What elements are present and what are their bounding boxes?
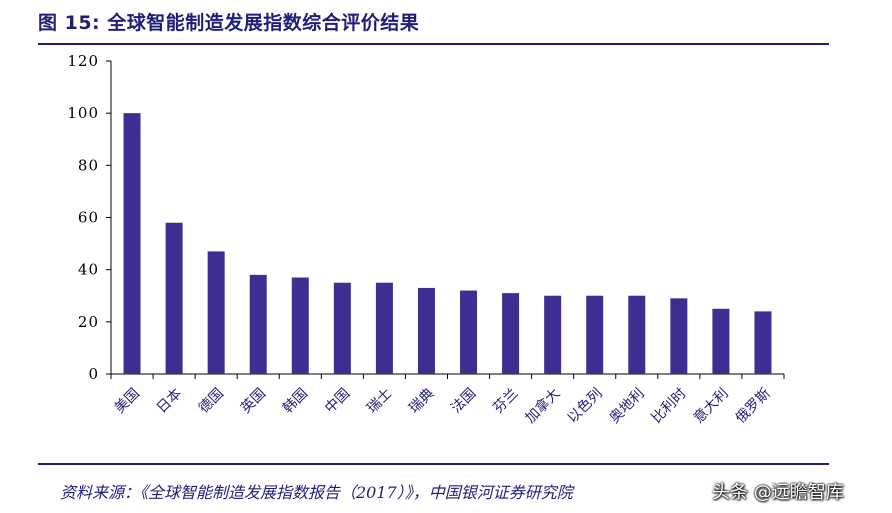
- x-tick-label: 德国: [196, 386, 227, 417]
- bar-5: [333, 282, 351, 374]
- bar-10: [544, 295, 562, 374]
- x-tick-label: 日本: [154, 386, 185, 417]
- bar-2: [207, 251, 225, 374]
- bar-1: [165, 222, 183, 374]
- watermark: 头条 @远瞻智库: [712, 482, 844, 503]
- x-tick-label: 瑞典: [406, 386, 437, 417]
- bar-3: [249, 274, 267, 374]
- bar-8: [460, 290, 478, 374]
- source-note: 资料来源：《全球智能制造发展指数报告（2017）》，中国银河证券研究院: [60, 483, 573, 502]
- bar-6: [375, 282, 393, 374]
- bar-11: [586, 295, 604, 374]
- bar-14: [712, 308, 730, 374]
- x-tick-label: 中国: [322, 386, 353, 417]
- source-divider: [38, 463, 829, 465]
- bar-15: [754, 311, 772, 374]
- x-tick-label: 以色列: [564, 385, 606, 427]
- bar-7: [417, 287, 435, 374]
- x-tick-label: 芬兰: [490, 386, 521, 417]
- x-tick-label: 韩国: [280, 386, 311, 417]
- y-tick-label: 100: [67, 104, 99, 122]
- y-tick-label: 0: [88, 365, 99, 383]
- title-divider: [38, 43, 829, 45]
- x-tick-label: 意大利: [690, 385, 732, 427]
- bar-4: [291, 277, 309, 374]
- x-tick-label: 加拿大: [522, 385, 564, 427]
- figure-title: 图 15: 全球智能制造发展指数综合评价结果: [38, 12, 420, 34]
- bar-13: [670, 298, 688, 374]
- bar-0: [123, 113, 141, 375]
- x-tick-label: 奥地利: [606, 385, 648, 427]
- x-tick-label: 比利时: [649, 386, 690, 427]
- bar-12: [628, 295, 646, 374]
- x-tick-label: 英国: [237, 385, 269, 417]
- x-tick-label: 瑞士: [364, 386, 395, 417]
- y-tick-label: 120: [67, 52, 99, 70]
- y-tick-label: 80: [78, 156, 99, 174]
- bar-9: [502, 293, 520, 374]
- x-tick-label: 俄罗斯: [733, 386, 774, 427]
- x-tick-label: 法国: [448, 386, 479, 417]
- y-tick-label: 60: [78, 209, 99, 227]
- y-tick-label: 20: [78, 313, 99, 331]
- x-tick-label: 美国: [112, 386, 143, 417]
- y-tick-label: 40: [78, 261, 99, 279]
